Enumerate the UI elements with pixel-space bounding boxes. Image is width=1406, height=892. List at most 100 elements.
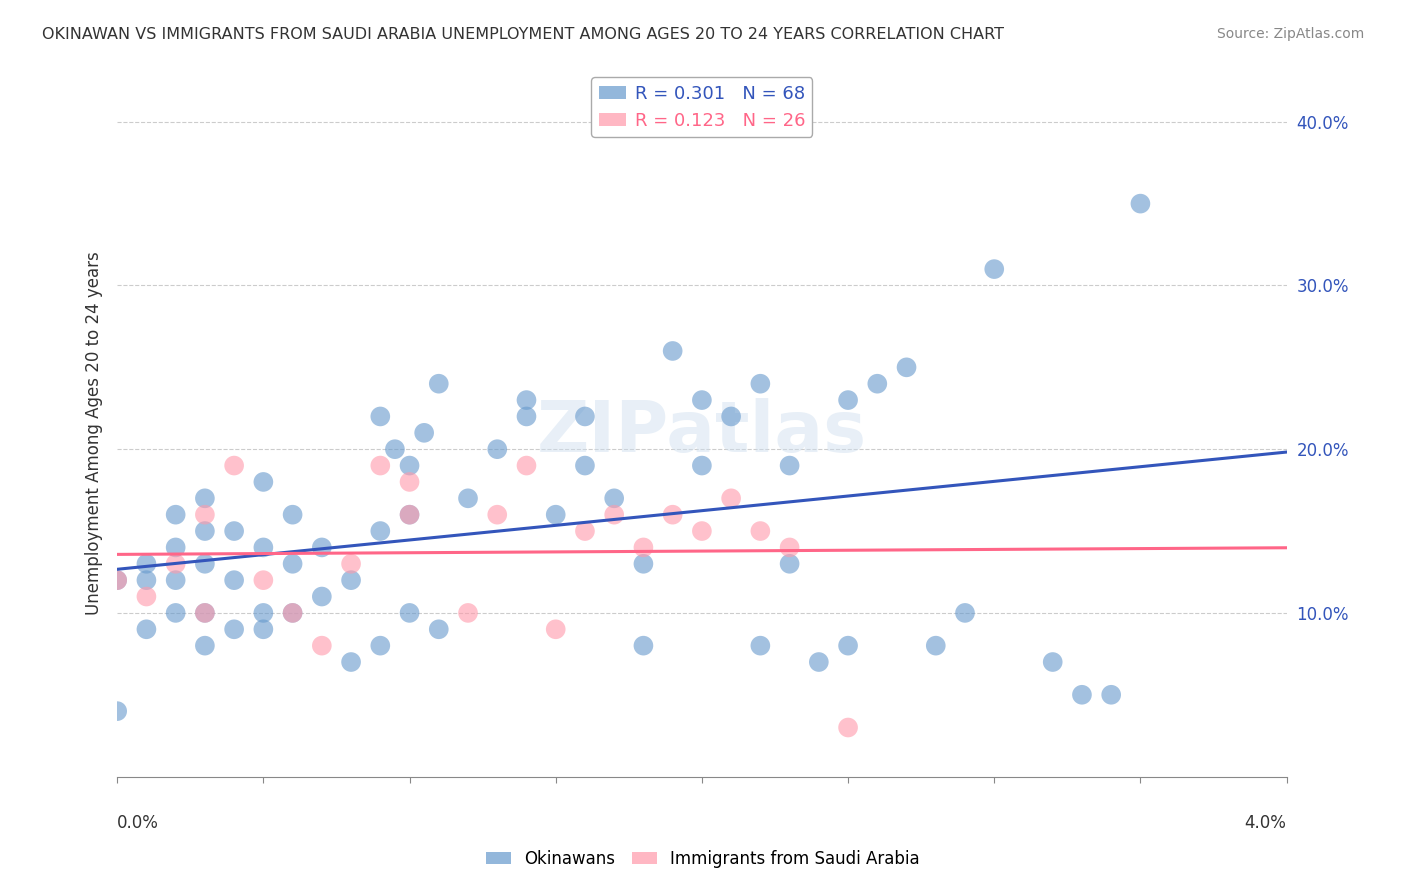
Point xyxy=(281,606,304,620)
Point xyxy=(194,491,217,506)
Point xyxy=(252,606,274,620)
Point xyxy=(896,360,918,375)
Text: ZIPatlas: ZIPatlas xyxy=(537,399,868,467)
Point xyxy=(165,606,187,620)
Point xyxy=(1099,688,1122,702)
Point xyxy=(224,458,246,473)
Point xyxy=(135,590,157,604)
Point xyxy=(837,639,859,653)
Point xyxy=(633,557,655,571)
Point xyxy=(866,376,889,391)
Point xyxy=(574,458,596,473)
Point xyxy=(486,508,509,522)
Point xyxy=(515,458,537,473)
Point xyxy=(633,639,655,653)
Point xyxy=(105,573,128,587)
Point xyxy=(983,262,1005,277)
Point xyxy=(457,491,479,506)
Point xyxy=(194,508,217,522)
Point xyxy=(398,508,420,522)
Point xyxy=(224,622,246,636)
Point xyxy=(603,508,626,522)
Point xyxy=(953,606,976,620)
Point xyxy=(720,491,742,506)
Point xyxy=(925,639,948,653)
Point xyxy=(252,541,274,555)
Point xyxy=(194,606,217,620)
Point xyxy=(252,573,274,587)
Text: 0.0%: 0.0% xyxy=(117,814,159,832)
Point xyxy=(224,573,246,587)
Point xyxy=(807,655,830,669)
Point xyxy=(544,622,567,636)
Point xyxy=(603,491,626,506)
Point xyxy=(281,557,304,571)
Point xyxy=(105,573,128,587)
Point xyxy=(661,343,683,358)
Point xyxy=(837,721,859,735)
Text: Source: ZipAtlas.com: Source: ZipAtlas.com xyxy=(1216,27,1364,41)
Legend: Okinawans, Immigrants from Saudi Arabia: Okinawans, Immigrants from Saudi Arabia xyxy=(479,844,927,875)
Point xyxy=(413,425,436,440)
Point xyxy=(340,557,363,571)
Point xyxy=(779,458,801,473)
Point xyxy=(690,524,713,538)
Point xyxy=(574,409,596,424)
Point xyxy=(194,524,217,538)
Point xyxy=(544,508,567,522)
Point xyxy=(398,475,420,489)
Point xyxy=(515,409,537,424)
Point xyxy=(105,704,128,718)
Point xyxy=(194,639,217,653)
Point xyxy=(690,458,713,473)
Y-axis label: Unemployment Among Ages 20 to 24 years: Unemployment Among Ages 20 to 24 years xyxy=(86,251,103,615)
Point xyxy=(135,557,157,571)
Point xyxy=(165,508,187,522)
Point xyxy=(224,524,246,538)
Point xyxy=(1042,655,1064,669)
Point xyxy=(837,393,859,408)
Point xyxy=(457,606,479,620)
Point xyxy=(749,639,772,653)
Point xyxy=(368,409,391,424)
Point xyxy=(574,524,596,538)
Point xyxy=(1071,688,1094,702)
Point xyxy=(252,622,274,636)
Point xyxy=(311,541,333,555)
Text: 4.0%: 4.0% xyxy=(1244,814,1286,832)
Point xyxy=(427,622,450,636)
Point xyxy=(368,639,391,653)
Text: OKINAWAN VS IMMIGRANTS FROM SAUDI ARABIA UNEMPLOYMENT AMONG AGES 20 TO 24 YEARS : OKINAWAN VS IMMIGRANTS FROM SAUDI ARABIA… xyxy=(42,27,1004,42)
Point xyxy=(252,475,274,489)
Point xyxy=(1129,196,1152,211)
Point xyxy=(165,573,187,587)
Point xyxy=(368,458,391,473)
Point xyxy=(368,524,391,538)
Point xyxy=(165,541,187,555)
Point xyxy=(749,376,772,391)
Point xyxy=(398,606,420,620)
Point xyxy=(486,442,509,457)
Point xyxy=(165,557,187,571)
Point xyxy=(311,590,333,604)
Point xyxy=(135,573,157,587)
Point xyxy=(340,573,363,587)
Point xyxy=(515,393,537,408)
Point xyxy=(749,524,772,538)
Point xyxy=(194,557,217,571)
Point xyxy=(311,639,333,653)
Point xyxy=(135,622,157,636)
Point xyxy=(661,508,683,522)
Point xyxy=(281,606,304,620)
Point xyxy=(340,655,363,669)
Point xyxy=(779,557,801,571)
Point xyxy=(398,458,420,473)
Point xyxy=(720,409,742,424)
Point xyxy=(398,508,420,522)
Point xyxy=(281,508,304,522)
Legend: R = 0.301   N = 68, R = 0.123   N = 26: R = 0.301 N = 68, R = 0.123 N = 26 xyxy=(592,78,813,136)
Point xyxy=(427,376,450,391)
Point xyxy=(690,393,713,408)
Point xyxy=(779,541,801,555)
Point xyxy=(633,541,655,555)
